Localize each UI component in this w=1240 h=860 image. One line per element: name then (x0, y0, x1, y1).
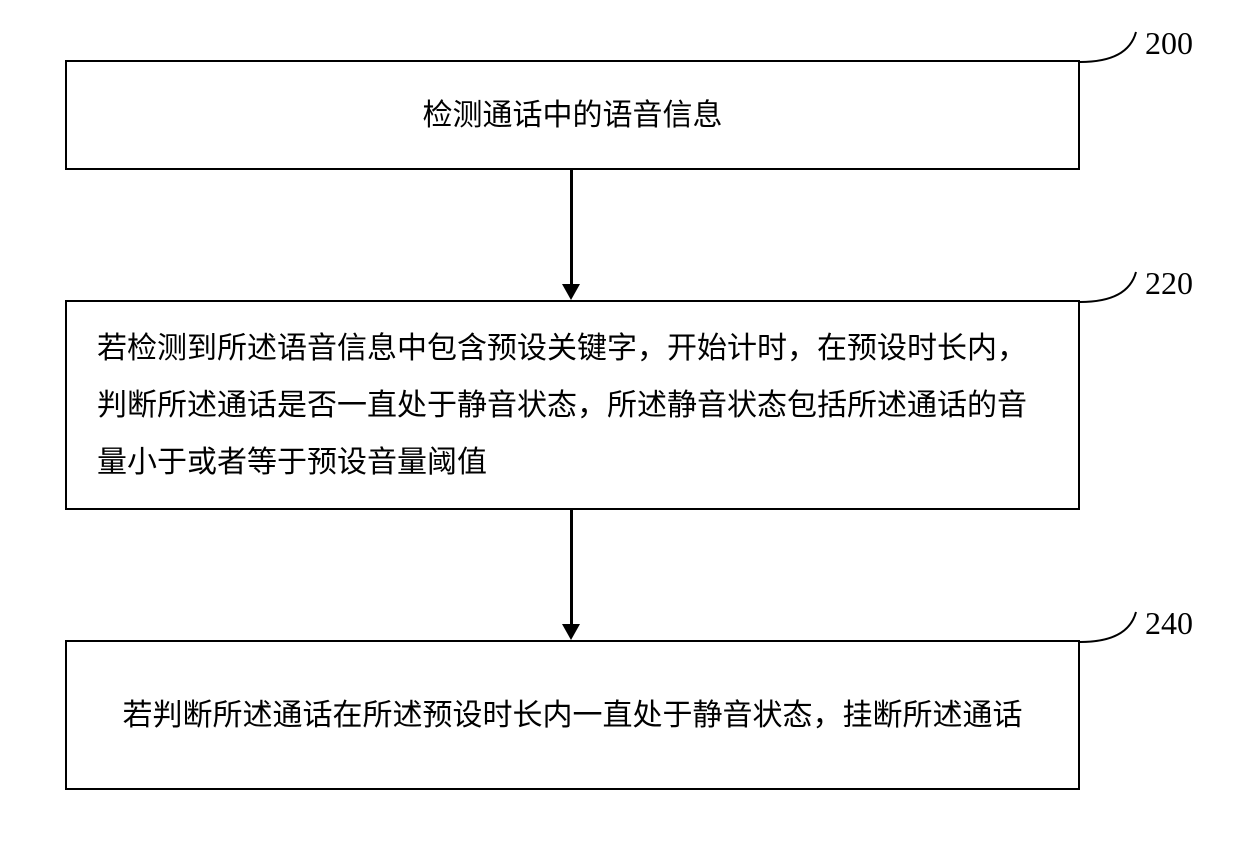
flowchart-container: 检测通话中的语音信息 200 若检测到所述语音信息中包含预设关键字，开始计时，在… (0, 0, 1240, 860)
flow-box-240: 若判断所述通话在所述预设时长内一直处于静音状态，挂断所述通话 (65, 640, 1080, 790)
label-220: 220 (1145, 265, 1193, 302)
callout-200 (1078, 30, 1143, 65)
callout-220 (1078, 270, 1143, 305)
flow-text-200: 检测通话中的语音信息 (423, 87, 723, 144)
label-200: 200 (1145, 25, 1193, 62)
arrow-2-line (570, 510, 573, 624)
flow-text-220: 若检测到所述语音信息中包含预设关键字，开始计时，在预设时长内，判断所述通话是否一… (97, 320, 1048, 491)
flow-box-220: 若检测到所述语音信息中包含预设关键字，开始计时，在预设时长内，判断所述通话是否一… (65, 300, 1080, 510)
flow-text-240: 若判断所述通话在所述预设时长内一直处于静音状态，挂断所述通话 (123, 687, 1023, 744)
flow-box-200: 检测通话中的语音信息 (65, 60, 1080, 170)
callout-240 (1078, 610, 1143, 645)
arrow-2-head (562, 624, 580, 640)
arrow-1-line (570, 170, 573, 284)
arrow-1-head (562, 284, 580, 300)
label-240: 240 (1145, 605, 1193, 642)
